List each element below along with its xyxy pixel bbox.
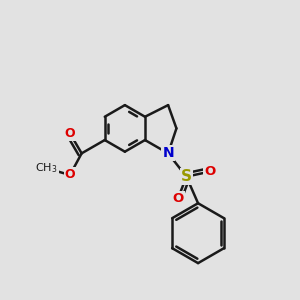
Text: CH$_3$: CH$_3$	[35, 161, 58, 175]
Text: O: O	[65, 169, 75, 182]
Text: S: S	[181, 169, 192, 184]
Text: O: O	[204, 165, 215, 178]
Text: O: O	[172, 192, 184, 205]
Text: N: N	[162, 146, 174, 160]
Text: O: O	[65, 127, 75, 140]
